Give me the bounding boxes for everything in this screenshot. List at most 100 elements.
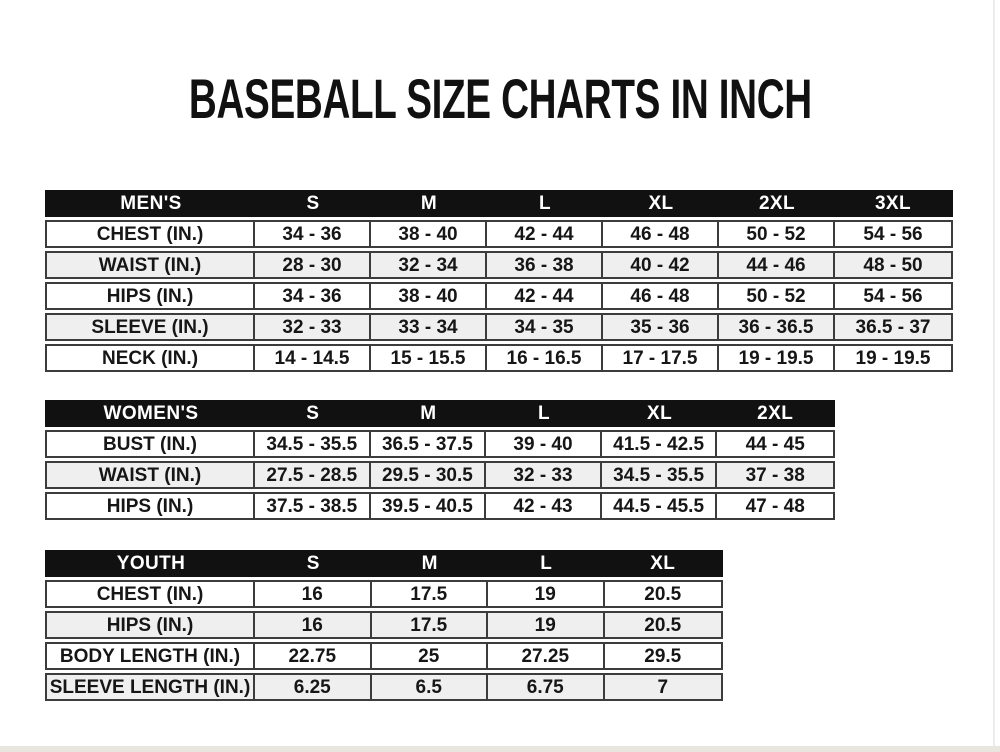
column-header: M (420, 403, 437, 424)
size-value-cell: 17 - 17.5 (603, 346, 719, 370)
row-label: BUST (IN.) (47, 432, 255, 456)
size-value-cell: 42 - 44 (487, 284, 603, 308)
size-value-cell: 42 - 43 (486, 494, 602, 518)
column-header: M (420, 193, 438, 214)
column-header: YOUTH (116, 553, 186, 574)
column-header: XL (647, 403, 673, 424)
youth-table-header-row: YOUTH S M L XL (45, 550, 723, 577)
size-value-cell: 16 (255, 582, 372, 606)
size-value-cell: 36 - 36.5 (719, 315, 835, 339)
size-value-cell: 29.5 (644, 645, 682, 667)
column-header: XL (650, 553, 676, 574)
column-header: S (306, 553, 320, 574)
size-value-cell: 32 - 34 (371, 253, 487, 277)
column-header: 2XL (758, 193, 796, 214)
size-value-cell: 33 - 34 (371, 315, 487, 339)
size-value-cell: 17.5 (372, 613, 488, 637)
page-title: BASEBALL SIZE CHARTS IN INCH (0, 66, 1000, 131)
table-row: WAIST (IN.) 27.5 - 28.5 29.5 - 30.5 32 -… (45, 461, 835, 489)
size-value-cell: 36.5 - 37 (855, 316, 931, 338)
column-header: L (537, 403, 550, 424)
size-value-cell: 38 - 40 (371, 222, 487, 246)
size-value-cell: 22.75 (255, 644, 372, 668)
table-row: WAIST (IN.) 28 - 30 32 - 34 36 - 38 40 -… (45, 251, 953, 279)
size-value-cell: 39 - 40 (486, 432, 602, 456)
row-label: CHEST (IN.) (47, 222, 255, 246)
column-header: L (540, 553, 553, 574)
row-label: CHEST (IN.) (47, 582, 255, 606)
size-value-cell: 54 - 56 (863, 285, 923, 307)
size-value-cell: 47 - 48 (745, 495, 805, 517)
size-value-cell: 29.5 - 30.5 (371, 463, 487, 487)
table-row: NECK (IN.) 14 - 14.5 15 - 15.5 16 - 16.5… (45, 344, 953, 372)
size-value-cell: 6.75 (488, 675, 605, 699)
size-value-cell: 6.5 (372, 675, 488, 699)
column-header: M (421, 553, 438, 574)
size-value-cell: 46 - 48 (603, 284, 719, 308)
size-value-cell: 20.5 (644, 583, 682, 605)
column-header: XL (648, 193, 674, 214)
size-value-cell: 17.5 (372, 582, 488, 606)
table-row: SLEEVE (IN.) 32 - 33 33 - 34 34 - 35 35 … (45, 313, 953, 341)
size-value-cell: 37 - 38 (745, 464, 805, 486)
mens-table-header-row: MEN'S S M L XL 2XL 3XL (45, 190, 953, 217)
size-value-cell: 34.5 - 35.5 (602, 463, 718, 487)
size-value-cell: 32 - 33 (255, 315, 371, 339)
size-value-cell: 34 - 36 (255, 284, 371, 308)
size-value-cell: 39.5 - 40.5 (371, 494, 487, 518)
size-value-cell: 19 - 19.5 (719, 346, 835, 370)
row-label: SLEEVE (IN.) (47, 315, 255, 339)
size-value-cell: 25 (372, 644, 488, 668)
table-row: HIPS (IN.) 16 17.5 19 20.5 (45, 611, 723, 639)
size-value-cell: 50 - 52 (719, 222, 835, 246)
size-value-cell: 35 - 36 (603, 315, 719, 339)
size-value-cell: 54 - 56 (863, 223, 923, 245)
size-value-cell: 6.25 (255, 675, 372, 699)
size-value-cell: 48 - 50 (863, 254, 923, 276)
row-label: SLEEVE LENGTH (IN.) (47, 675, 255, 699)
size-value-cell: 34 - 35 (487, 315, 603, 339)
size-value-cell: 32 - 33 (486, 463, 602, 487)
size-value-cell: 16 - 16.5 (487, 346, 603, 370)
size-value-cell: 34 - 36 (255, 222, 371, 246)
table-row: BODY LENGTH (IN.) 22.75 25 27.25 29.5 (45, 642, 723, 670)
mens-size-table: MEN'S S M L XL 2XL 3XL CHEST (IN.) 34 - … (45, 190, 953, 372)
column-header: 2XL (757, 403, 794, 424)
scan-artifact-right-line (993, 0, 995, 752)
table-row: CHEST (IN.) 34 - 36 38 - 40 42 - 44 46 -… (45, 220, 953, 248)
size-value-cell: 27.5 - 28.5 (255, 463, 371, 487)
size-value-cell: 15 - 15.5 (371, 346, 487, 370)
size-value-cell: 44.5 - 45.5 (602, 494, 718, 518)
column-header: S (306, 193, 320, 214)
table-row: HIPS (IN.) 34 - 36 38 - 40 42 - 44 46 - … (45, 282, 953, 310)
row-label: HIPS (IN.) (47, 494, 255, 518)
size-value-cell: 19 (488, 582, 605, 606)
youth-size-table: YOUTH S M L XL CHEST (IN.) 16 17.5 19 20… (45, 550, 723, 701)
womens-table-header-row: WOMEN'S S M L XL 2XL (45, 400, 835, 427)
size-value-cell: 44 - 46 (719, 253, 835, 277)
size-value-cell: 19 (488, 613, 605, 637)
column-header: WOMEN'S (103, 403, 199, 424)
size-value-cell: 50 - 52 (719, 284, 835, 308)
size-value-cell: 28 - 30 (255, 253, 371, 277)
size-value-cell: 34.5 - 35.5 (255, 432, 371, 456)
size-value-cell: 36 - 38 (487, 253, 603, 277)
row-label: WAIST (IN.) (47, 253, 255, 277)
womens-size-table: WOMEN'S S M L XL 2XL BUST (IN.) 34.5 - 3… (45, 400, 835, 520)
size-value-cell: 36.5 - 37.5 (371, 432, 487, 456)
column-header: 3XL (874, 193, 912, 214)
table-row: SLEEVE LENGTH (IN.) 6.25 6.5 6.75 7 (45, 673, 723, 701)
column-header: L (538, 193, 551, 214)
size-value-cell: 42 - 44 (487, 222, 603, 246)
row-label: BODY LENGTH (IN.) (47, 644, 255, 668)
size-value-cell: 44 - 45 (745, 433, 805, 455)
column-header: S (306, 403, 320, 424)
size-value-cell: 46 - 48 (603, 222, 719, 246)
table-row: BUST (IN.) 34.5 - 35.5 36.5 - 37.5 39 - … (45, 430, 835, 458)
size-value-cell: 7 (657, 676, 669, 698)
size-value-cell: 16 (255, 613, 372, 637)
page-title-text: BASEBALL SIZE CHARTS IN INCH (188, 67, 812, 130)
row-label: NECK (IN.) (47, 346, 255, 370)
table-row: HIPS (IN.) 37.5 - 38.5 39.5 - 40.5 42 - … (45, 492, 835, 520)
